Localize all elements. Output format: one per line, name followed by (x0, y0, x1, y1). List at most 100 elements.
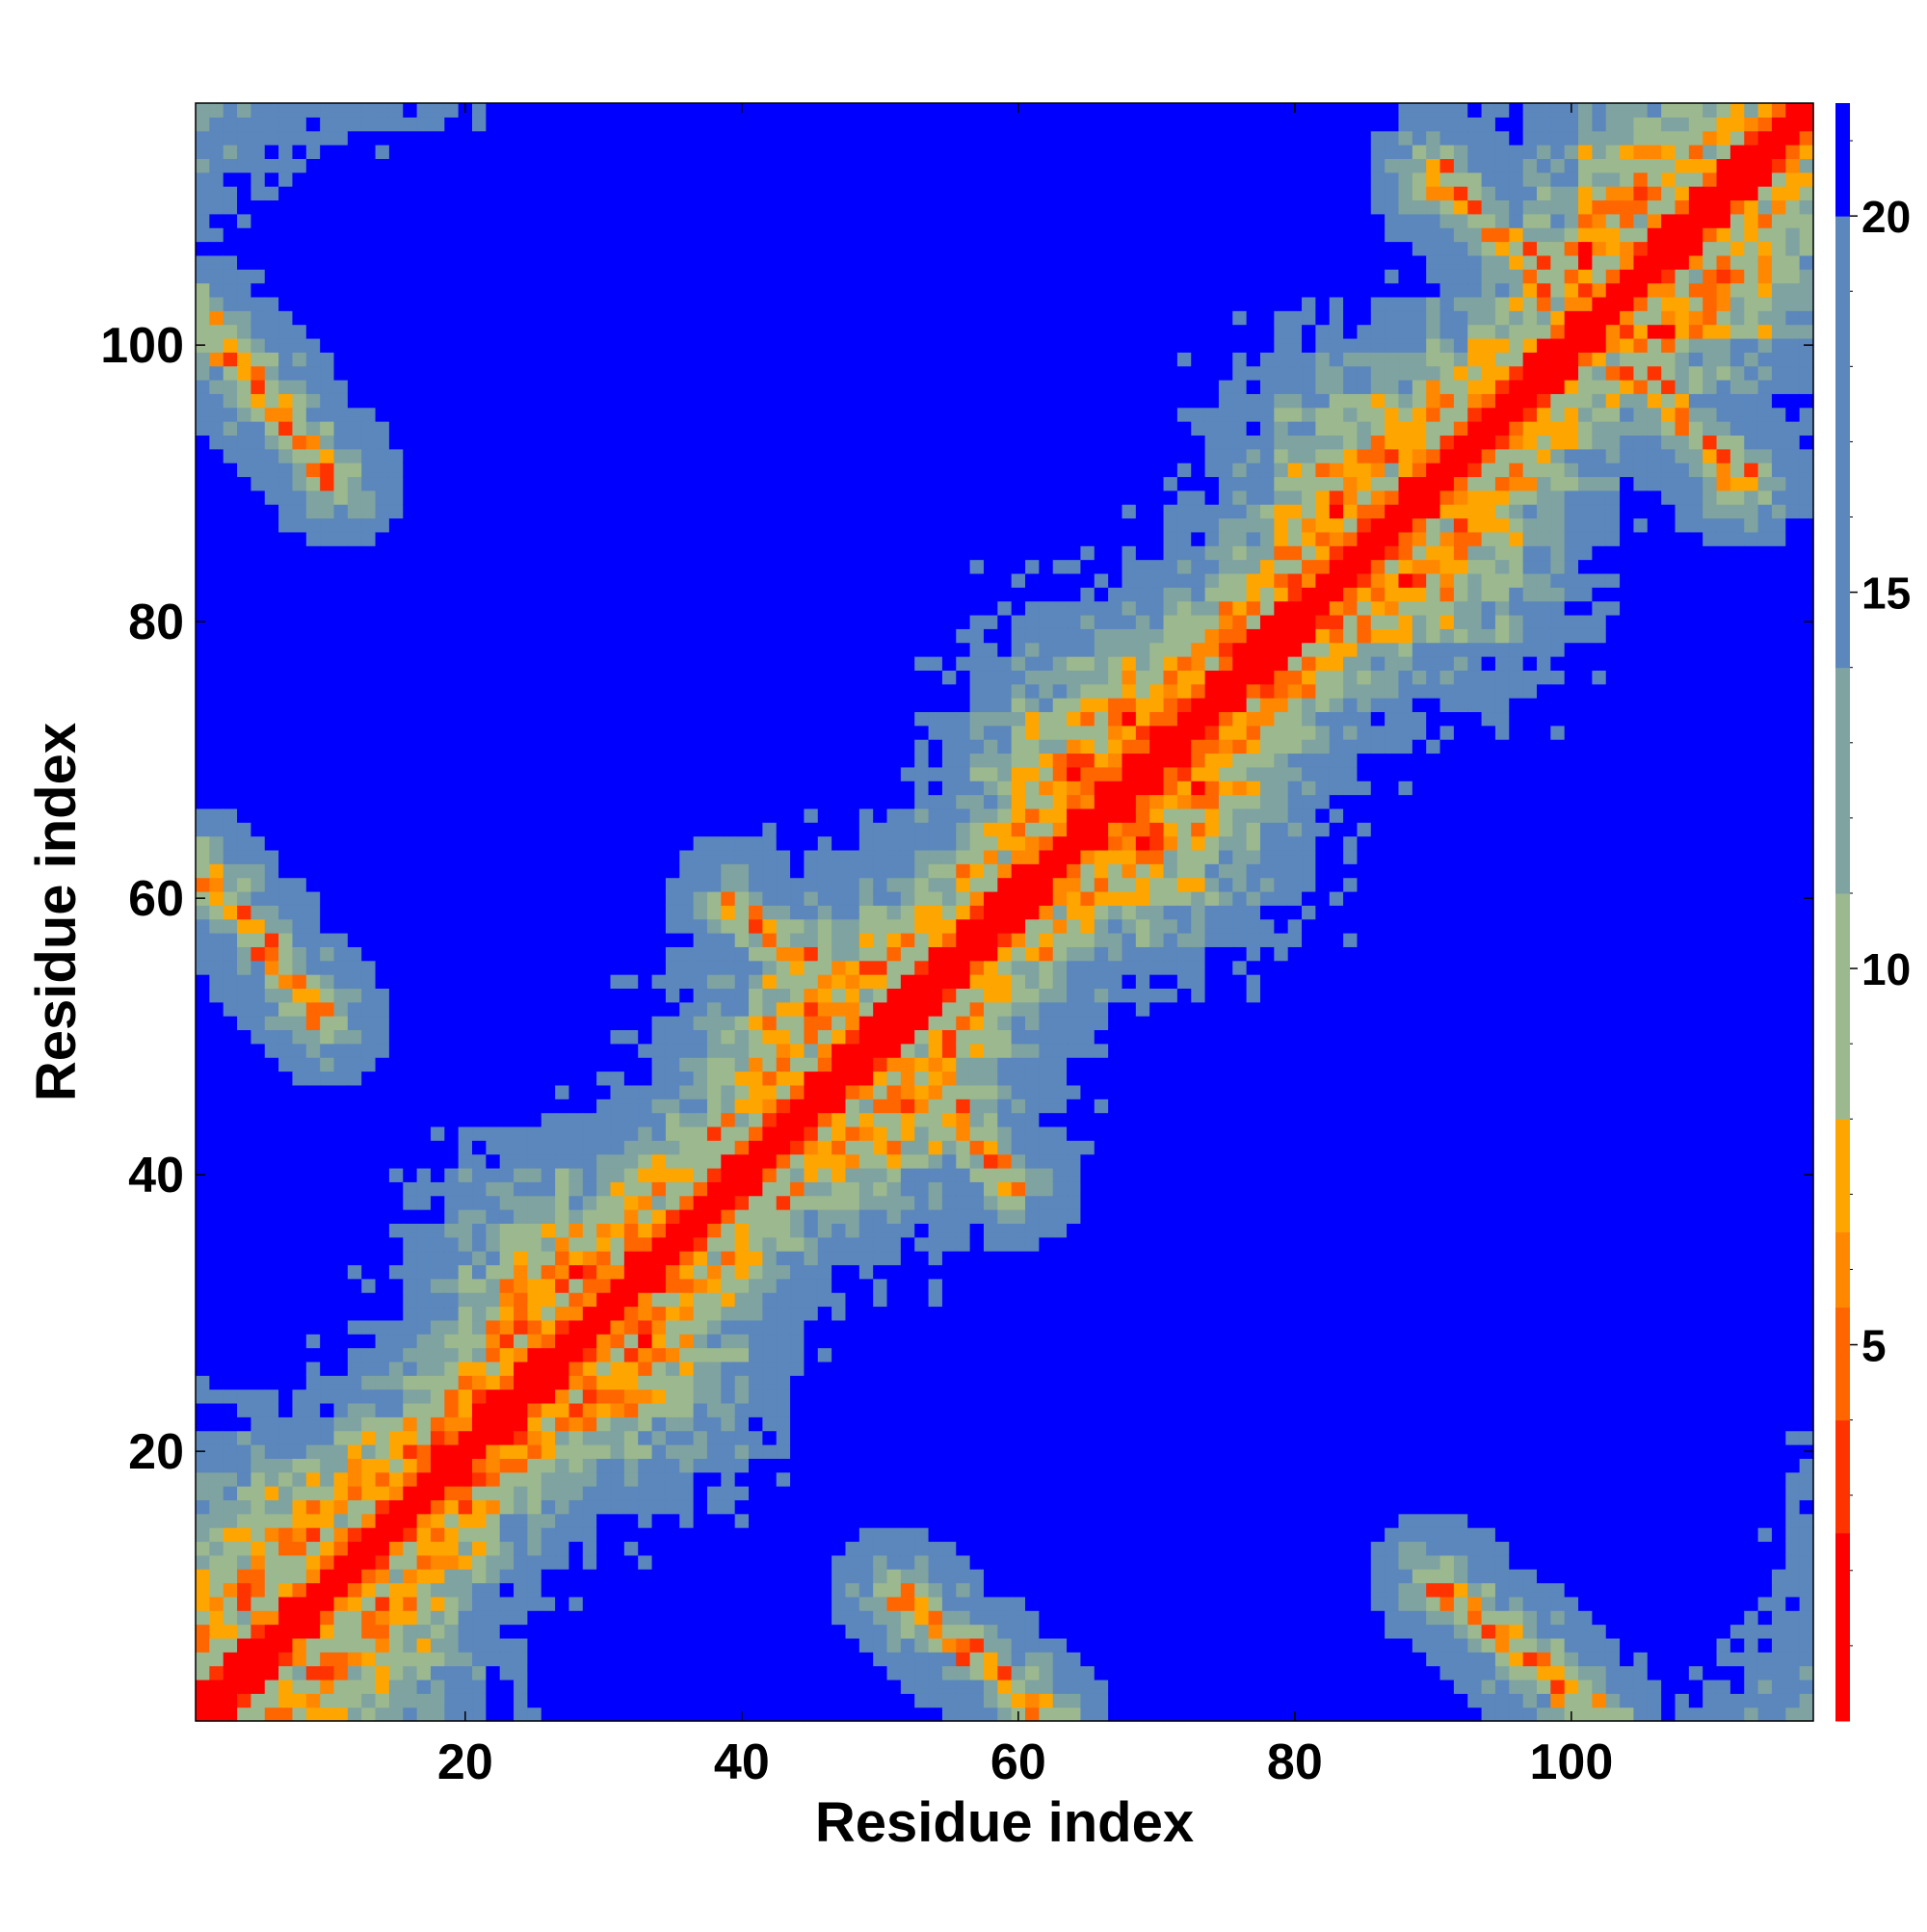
heatmap-cell (749, 628, 763, 644)
heatmap-cell (347, 905, 362, 920)
heatmap-cell (693, 186, 708, 201)
heatmap-cell (679, 1541, 695, 1556)
heatmap-cell (623, 1057, 639, 1072)
heatmap-cell (514, 739, 529, 754)
heatmap-cell (292, 393, 307, 409)
heatmap-cell (706, 282, 722, 298)
heatmap-cell (361, 199, 377, 215)
heatmap-cell (320, 933, 335, 947)
heatmap-cell (568, 504, 584, 519)
heatmap-cell (375, 1458, 390, 1473)
heatmap-cell (444, 254, 460, 270)
heatmap-cell (679, 1361, 695, 1376)
heatmap-cell (196, 683, 210, 699)
heatmap-cell (333, 1637, 349, 1653)
heatmap-cell (514, 1458, 529, 1473)
heatmap-cell (596, 1596, 612, 1611)
heatmap-cell (568, 807, 584, 823)
heatmap-cell (444, 490, 460, 505)
heatmap-cell (403, 933, 418, 947)
heatmap-cell (555, 1001, 570, 1017)
heatmap-cell (223, 213, 238, 228)
heatmap-cell (388, 254, 404, 270)
heatmap-cell (292, 781, 307, 796)
heatmap-cell (264, 1624, 279, 1639)
heatmap-cell (596, 448, 612, 463)
heatmap-cell (749, 172, 763, 187)
heatmap-cell (486, 1306, 501, 1321)
heatmap-cell (651, 1306, 667, 1321)
heatmap-cell (596, 1292, 612, 1308)
heatmap-cell (251, 1195, 266, 1210)
heatmap-cell (679, 698, 695, 713)
heatmap-cell (514, 1029, 529, 1045)
heatmap-cell (251, 766, 266, 781)
heatmap-cell (416, 1098, 432, 1114)
heatmap-cell (623, 448, 639, 463)
heatmap-cell (347, 1430, 362, 1445)
heatmap-cell (568, 711, 584, 727)
heatmap-cell (196, 960, 210, 975)
heatmap-cell (305, 1181, 321, 1197)
heatmap-cell (776, 1527, 791, 1543)
heatmap-cell (403, 448, 418, 463)
heatmap-cell (458, 1486, 473, 1500)
heatmap-cell (776, 1458, 791, 1473)
heatmap-cell (320, 172, 335, 187)
heatmap-cell (458, 1029, 473, 1045)
heatmap-cell (623, 863, 639, 879)
heatmap-cell (196, 711, 210, 727)
heatmap-cell (361, 1527, 377, 1543)
heatmap-cell (499, 1707, 515, 1722)
heatmap-cell (333, 199, 349, 215)
heatmap-cell (596, 1527, 612, 1543)
heatmap-cell (514, 145, 529, 159)
heatmap-cell (749, 1319, 763, 1335)
heatmap-cell (514, 407, 529, 422)
heatmap-cell (734, 504, 750, 519)
heatmap-cell (472, 739, 487, 754)
heatmap-cell (776, 1361, 791, 1376)
heatmap-cell (278, 1554, 294, 1570)
heatmap-cell (582, 421, 597, 437)
heatmap-cell (623, 1527, 639, 1543)
heatmap-cell (721, 199, 736, 215)
heatmap-cell (541, 1416, 556, 1432)
heatmap-cell (347, 337, 362, 353)
heatmap-cell (333, 807, 349, 823)
heatmap-cell (499, 587, 515, 602)
heatmap-cell (278, 1679, 294, 1694)
heatmap-cell (734, 905, 750, 920)
heatmap-cell (333, 213, 349, 228)
heatmap-cell (223, 1499, 238, 1515)
heatmap-cell (596, 393, 612, 409)
heatmap-cell (665, 572, 680, 588)
heatmap-cell (596, 628, 612, 644)
heatmap-cell (458, 1016, 473, 1031)
heatmap-cell (762, 254, 778, 270)
heatmap-cell (237, 365, 251, 381)
heatmap-cell (582, 1140, 597, 1155)
heatmap-cell (209, 324, 224, 339)
heatmap-cell (416, 1112, 432, 1127)
heatmap-cell (444, 711, 460, 727)
heatmap-cell (388, 1084, 404, 1099)
heatmap-cell (665, 628, 680, 644)
heatmap-cell (278, 807, 294, 823)
heatmap-cell (278, 890, 294, 906)
heatmap-cell (196, 1596, 210, 1611)
heatmap-cell (693, 807, 708, 823)
heatmap-cell (582, 642, 597, 657)
heatmap-cell (444, 725, 460, 740)
heatmap-cell (721, 739, 736, 754)
heatmap-cell (333, 1554, 349, 1570)
heatmap-cell (623, 711, 639, 727)
heatmap-cell (665, 1071, 680, 1086)
heatmap-cell (568, 337, 584, 353)
heatmap-cell (568, 1652, 584, 1667)
heatmap-cell (623, 1043, 639, 1058)
heatmap-cell (333, 1016, 349, 1031)
heatmap-cell (762, 1582, 778, 1598)
heatmap-cell (251, 1016, 266, 1031)
heatmap-cell (679, 158, 695, 173)
